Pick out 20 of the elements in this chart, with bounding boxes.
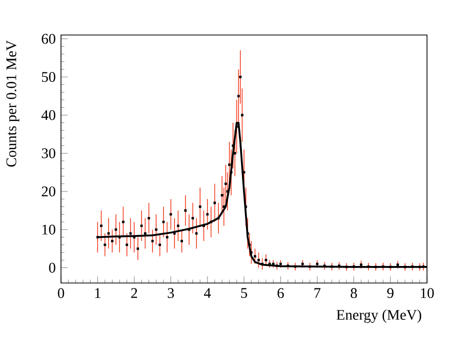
y-tick-label: 30 (42, 148, 56, 158)
y-tick-label: 50 (42, 72, 56, 82)
x-tick-label: 7 (314, 288, 320, 298)
y-tick-label: 0 (49, 262, 56, 273)
x-tick-label: 8 (350, 288, 357, 298)
x-axis-title: Energy (MeV) (336, 310, 422, 323)
x-tick-label: 0 (58, 288, 64, 298)
y-axis-title: Counts per 0.01 MeV (6, 40, 20, 167)
x-tick-label: 2 (131, 288, 138, 298)
x-tick-label: 1 (95, 288, 100, 298)
x-tick-label: 4 (204, 288, 211, 298)
x-tick-label: 10 (420, 288, 434, 298)
y-tick-label: 40 (41, 110, 56, 120)
x-tick-label: 3 (168, 288, 174, 298)
y-tick-label: 10 (42, 224, 56, 235)
x-tick-label: 5 (241, 288, 248, 298)
y-tick-label: 20 (42, 186, 56, 196)
x-tick-label: 6 (278, 288, 284, 298)
x-tick-label: 9 (387, 288, 394, 298)
y-tick-label: 60 (42, 34, 56, 44)
